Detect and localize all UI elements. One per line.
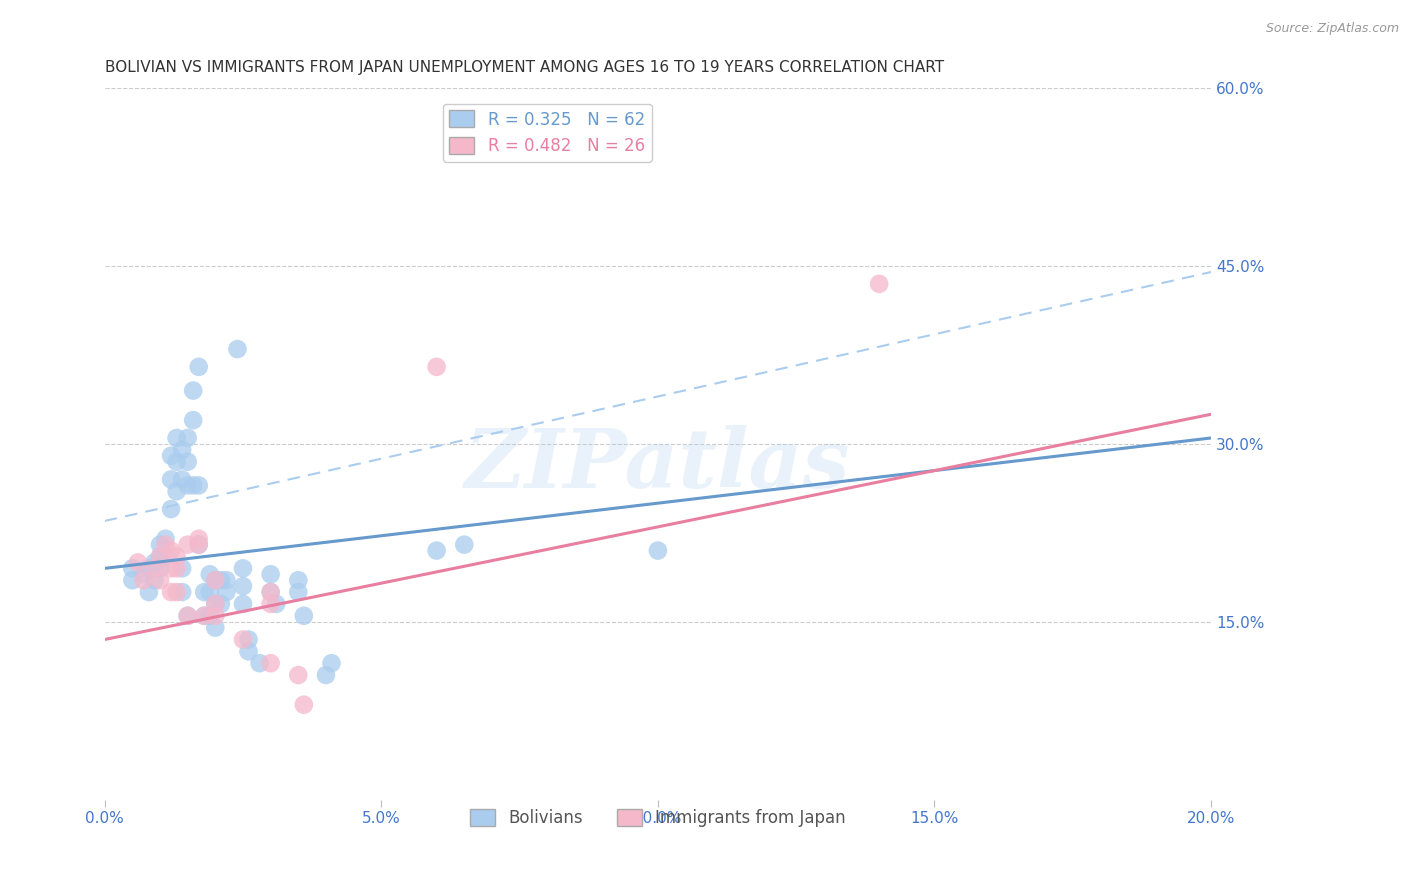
Point [155, 538, 177, 552]
Point [166, 484, 188, 499]
Point [292, 698, 315, 712]
Point [132, 567, 155, 582]
Point [209, 597, 232, 611]
Point [204, 597, 226, 611]
Point [232, 561, 254, 575]
Point [138, 561, 160, 575]
Point [193, 608, 215, 623]
Point [160, 473, 183, 487]
Point [232, 632, 254, 647]
Point [315, 668, 337, 682]
Point [160, 543, 183, 558]
Point [226, 342, 249, 356]
Point [172, 473, 194, 487]
Point [204, 597, 226, 611]
Point [127, 556, 149, 570]
Point [426, 359, 449, 374]
Point [160, 561, 183, 575]
Point [149, 573, 172, 587]
Point [166, 561, 188, 575]
Point [176, 608, 198, 623]
Point [259, 585, 281, 599]
Point [259, 567, 281, 582]
Point [259, 597, 281, 611]
Point [187, 532, 209, 546]
Point [176, 538, 198, 552]
Point [187, 478, 209, 492]
Point [143, 561, 166, 575]
Point [204, 621, 226, 635]
Point [647, 543, 669, 558]
Point [166, 431, 188, 445]
Point [155, 532, 177, 546]
Point [193, 608, 215, 623]
Point [187, 538, 209, 552]
Point [155, 549, 177, 564]
Point [166, 455, 188, 469]
Point [215, 573, 238, 587]
Point [160, 449, 183, 463]
Point [193, 585, 215, 599]
Point [209, 573, 232, 587]
Point [204, 608, 226, 623]
Point [181, 478, 204, 492]
Point [143, 573, 166, 587]
Point [187, 538, 209, 552]
Legend: Bolivians, Immigrants from Japan: Bolivians, Immigrants from Japan [464, 803, 852, 834]
Point [176, 455, 198, 469]
Point [238, 644, 260, 658]
Point [172, 585, 194, 599]
Text: ZIPatlas: ZIPatlas [465, 425, 851, 505]
Point [232, 579, 254, 593]
Point [132, 573, 155, 587]
Point [321, 656, 343, 670]
Point [287, 668, 309, 682]
Point [259, 656, 281, 670]
Point [166, 549, 188, 564]
Point [187, 359, 209, 374]
Point [287, 585, 309, 599]
Text: BOLIVIAN VS IMMIGRANTS FROM JAPAN UNEMPLOYMENT AMONG AGES 16 TO 19 YEARS CORRELA: BOLIVIAN VS IMMIGRANTS FROM JAPAN UNEMPL… [104, 60, 943, 75]
Point [181, 384, 204, 398]
Point [264, 597, 287, 611]
Point [138, 585, 160, 599]
Point [172, 442, 194, 457]
Point [121, 561, 143, 575]
Point [204, 573, 226, 587]
Point [160, 585, 183, 599]
Point [181, 413, 204, 427]
Point [292, 608, 315, 623]
Point [868, 277, 890, 291]
Point [176, 478, 198, 492]
Point [238, 632, 260, 647]
Point [249, 656, 271, 670]
Point [166, 585, 188, 599]
Point [426, 543, 449, 558]
Point [232, 597, 254, 611]
Point [198, 608, 221, 623]
Point [198, 567, 221, 582]
Point [453, 538, 475, 552]
Point [149, 538, 172, 552]
Point [198, 585, 221, 599]
Point [121, 573, 143, 587]
Point [149, 549, 172, 564]
Point [176, 431, 198, 445]
Point [160, 502, 183, 516]
Point [176, 608, 198, 623]
Point [143, 556, 166, 570]
Point [172, 561, 194, 575]
Point [215, 585, 238, 599]
Point [204, 573, 226, 587]
Point [149, 561, 172, 575]
Point [149, 549, 172, 564]
Point [259, 585, 281, 599]
Text: Source: ZipAtlas.com: Source: ZipAtlas.com [1265, 22, 1399, 36]
Point [287, 573, 309, 587]
